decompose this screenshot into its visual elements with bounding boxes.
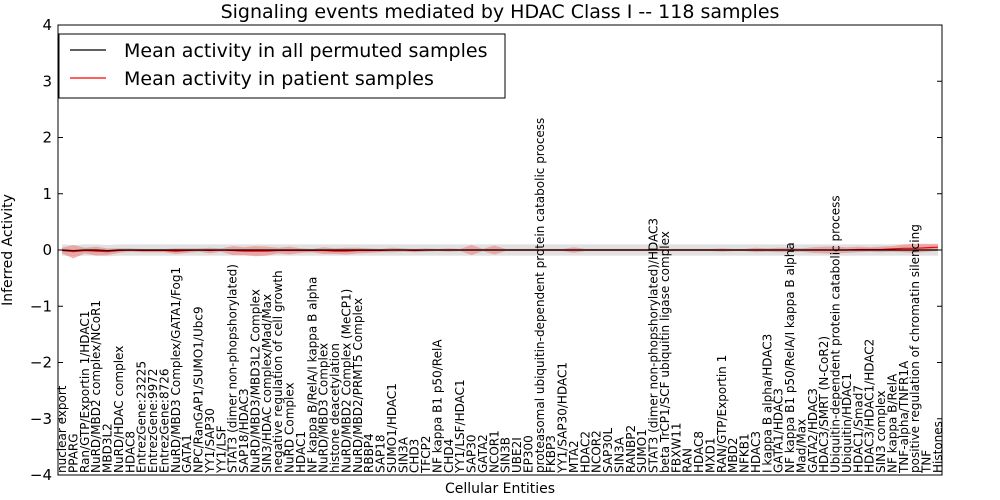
x-category-label: TNF: [920, 450, 934, 474]
x-category-label: NF kappa B/RelA: [885, 373, 899, 473]
x-category-label: NCOR2: [590, 430, 604, 473]
x-category-label: beta TrCP1/SCF ubiquitin ligase complex: [658, 231, 672, 473]
x-category-label: RBBP4: [362, 433, 376, 473]
x-category-label: FKBP3: [544, 435, 558, 473]
x-category-label: NuRD/MBD2/PRMT5 Complex: [351, 298, 365, 473]
x-category-label: Ran/GTP/Exportin 1/HDAC1: [78, 311, 92, 473]
x-category-label: SIN3A: [612, 436, 626, 473]
x-category-label: GATA2: [476, 434, 490, 473]
chart-title: Signaling events mediated by HDAC Class …: [221, 1, 780, 23]
x-category-label: TFCP2: [419, 436, 433, 474]
x-category-label: Histones: [931, 421, 945, 473]
x-category-label: NF kappa B/RelA/I kappa B alpha: [305, 277, 319, 473]
x-category-label: EntrezGene:9972: [146, 369, 160, 474]
y-axis-label: Inferred Activity: [0, 194, 16, 306]
x-category-label: NuRD/MBD2 complex/NCoR1: [89, 300, 103, 473]
x-category-label: NCOR1: [487, 430, 501, 473]
x-category-label: STAT3 (dimer non-phopshorylated): [226, 264, 240, 473]
y-tick-label: −1: [30, 297, 52, 315]
x-category-label: SAP18: [374, 434, 388, 473]
legend-label-patient: Mean activity in patient samples: [124, 68, 434, 90]
x-category-label: NFKB1: [738, 433, 752, 473]
x-category-label: NuRD Complex: [283, 382, 297, 473]
x-category-label: NuRD/MBD3 Complex: [317, 343, 331, 473]
x-category-label: SIN3B: [499, 437, 513, 473]
x-category-label: NuRD/MBD3 Complex/GATA1/Fog1: [169, 267, 183, 473]
x-category-label: proteasomal ubiquitin-dependent protein …: [533, 118, 547, 473]
x-category-label: MBD3L2: [101, 423, 115, 473]
y-tick-label: −2: [30, 354, 52, 372]
x-category-label: HDAC8: [692, 431, 706, 473]
x-category-label: Mad/Max: [794, 419, 808, 473]
x-category-label: GATA2/HDAC3: [806, 388, 820, 473]
x-category-label: NuRD/HDAC complex: [112, 346, 126, 473]
x-category-label: EntrezGene:8726: [157, 369, 171, 474]
x-category-label: YY1/SAP30: [203, 408, 217, 474]
x-category-label: HDAC3/HDAC1/HDAC2: [863, 339, 877, 473]
x-category-label: Ubiquitin/HDAC1: [840, 373, 854, 473]
x-category-label: HDAC1: [294, 431, 308, 473]
x-category-label: TNF-alpha/TNFR1A: [897, 360, 911, 474]
x-category-label: STAT3 (dimer non-phopshorylated)/HDAC3: [647, 218, 661, 473]
x-category-label: positive regulation of chromatin silenci…: [908, 224, 922, 473]
y-axis: −4 −3 −2 −1 0 1 2 3 4: [30, 16, 942, 484]
x-category-label: GATA1/HDAC3: [772, 388, 786, 473]
y-tick-label: 1: [42, 185, 52, 203]
y-tick-label: 3: [42, 72, 52, 90]
x-category-label: MXD1: [703, 438, 717, 473]
x-category-label: negative regulation of cell growth: [271, 270, 285, 473]
legend-box: [58, 33, 506, 99]
x-category-label: histone deacetylation: [328, 343, 342, 473]
x-category-label: SAP18/HDAC3: [237, 388, 251, 473]
y-tick-label: 0: [42, 241, 52, 259]
x-category-label: SIN3/HDAC complex/Mad/Max: [260, 294, 274, 473]
x-category-label: NPC/RanGAP1/SUMO1/Ubc9: [192, 306, 206, 473]
legend: Mean activity in all permuted samples Me…: [58, 33, 506, 99]
x-category-label: SIN3A: [396, 436, 410, 473]
x-category-label: GATA1: [180, 434, 194, 473]
x-category-label: MTA2: [567, 440, 581, 473]
y-tick-label: 4: [42, 16, 52, 34]
series-line-permuted: [61, 249, 938, 252]
x-category-label: YY1/LSF/HDAC1: [453, 379, 467, 474]
x-category-label: RAN/GTP/Exportin 1: [715, 355, 729, 473]
x-category-label: I kappa B alpha/HDAC3: [760, 334, 774, 473]
x-category-label: MBD2: [726, 438, 740, 473]
series-lines: [61, 246, 939, 253]
y-tick-label: 2: [42, 129, 52, 147]
legend-label-permuted: Mean activity in all permuted samples: [124, 40, 487, 62]
x-category-label: NuRD/MBD3/MBD3L2 Complex: [248, 289, 262, 473]
x-axis-label: Cellular Entities: [445, 481, 555, 497]
x-category-label: NF kappa B1 p50/RelA/I kappa B alpha: [783, 242, 797, 473]
x-category-label: HDAC2: [578, 431, 592, 473]
x-category-label: EntrezGene:23225: [135, 361, 149, 473]
y-tick-label: −4: [30, 466, 52, 484]
x-category-label: PPARG: [66, 433, 80, 473]
x-category-label: FBXW11: [669, 423, 683, 474]
x-category-label: CHD4: [442, 439, 456, 473]
x-category-label: HDAC1/Smad7: [851, 385, 865, 473]
x-category-label: YY1/LSF: [214, 425, 228, 474]
x-category-label: NuRD/MBD2 Complex (MeCP1): [339, 289, 353, 473]
x-category-label: HDAC8: [123, 431, 137, 473]
x-category-label: EP300: [521, 435, 535, 473]
x-category-label: SAP30: [465, 434, 479, 473]
x-category-label: RANBP2: [624, 425, 638, 473]
x-category-label: RAN: [681, 448, 695, 473]
patient-band: [62, 243, 938, 259]
x-category-label: NF kappa B1 p50/RelA: [430, 339, 444, 473]
x-category-label: HDAC3: [749, 431, 763, 473]
x-category-label: SUMO1: [635, 429, 649, 473]
x-category-label: CHD3: [408, 439, 422, 473]
x-category-label: UBE2I: [510, 437, 524, 473]
x-category-label: SAP30L: [601, 427, 615, 473]
x-category-label: YY1/SAP30/HDAC1: [556, 362, 570, 474]
x-category-label: SIN3 complex: [874, 391, 888, 473]
x-category-label: HDAC3/SMRT (N-CoR2): [817, 336, 831, 473]
x-category-label: SUMO1/HDAC1: [385, 383, 399, 473]
y-tick-label: −3: [30, 410, 52, 428]
x-category-label: Ubiquitin-dependent protein catabolic pr…: [829, 195, 843, 473]
